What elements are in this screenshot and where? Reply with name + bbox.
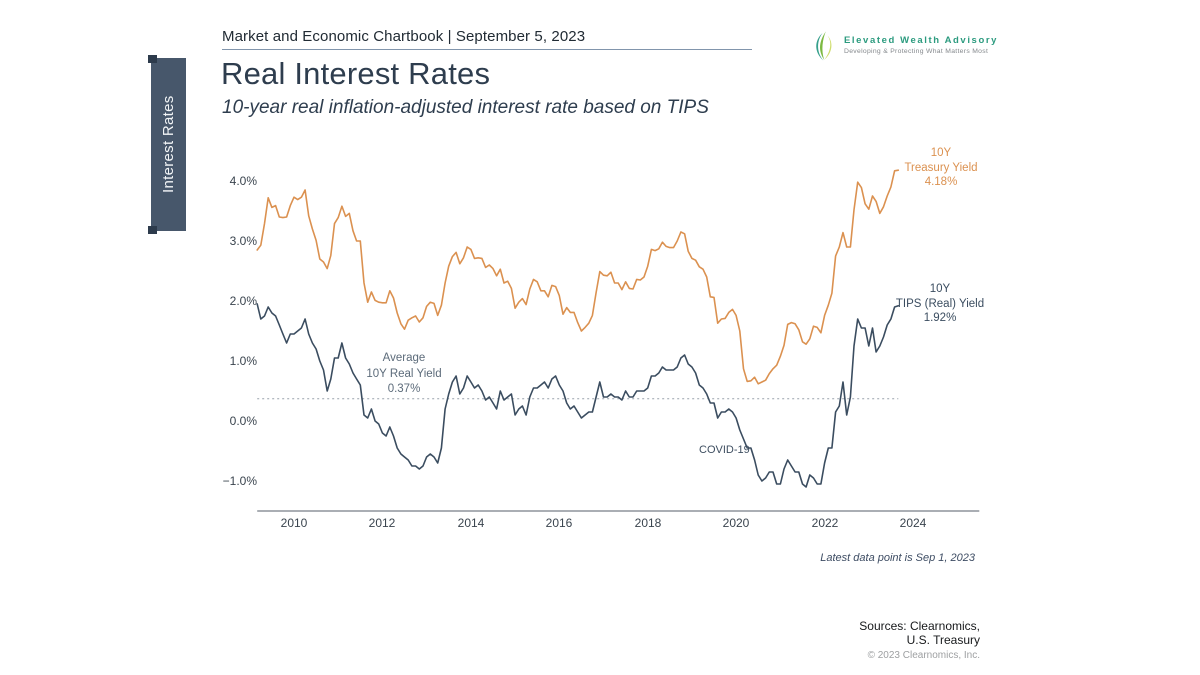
y-tick-label: −1.0% (222, 474, 257, 488)
x-tick-label: 2024 (899, 516, 927, 530)
x-tick-label: 2010 (280, 516, 308, 530)
tips-label-line1: 10Y (929, 283, 951, 295)
tab-notch-top (148, 55, 157, 63)
average-annotation-line1: Average (382, 352, 426, 364)
sources-line1: Sources: Clearnomics, (859, 619, 980, 633)
sidebar-tab-interest-rates[interactable]: Interest Rates (148, 55, 186, 234)
x-tick-label: 2018 (634, 516, 662, 530)
x-tick-label: 2012 (368, 516, 396, 530)
treasury-series-end-label: 10Y Treasury Yield 4.18% (901, 146, 981, 190)
page-title: Real Interest Rates (221, 56, 491, 91)
latest-data-footnote: Latest data point is Sep 1, 2023 (820, 552, 975, 564)
average-annotation-line2: 10Y Real Yield (366, 367, 442, 380)
average-annotation: Average 10Y Real Yield 0.37% (344, 351, 464, 398)
tab-notch-bottom (148, 226, 157, 234)
treasury-yield-line (256, 169, 900, 385)
y-tick-label: 2.0% (229, 294, 257, 308)
y-tick-label: 3.0% (229, 234, 257, 248)
tips-label-value: 1.92% (923, 312, 957, 324)
company-logo: Elevated Wealth Advisory Developing & Pr… (812, 29, 998, 63)
leaf-swoosh-icon (816, 31, 832, 61)
logo-tagline: Developing & Protecting What Matters Mos… (844, 48, 989, 55)
treasury-label-line2: Treasury Yield (904, 161, 978, 174)
y-tick-label: 0.0% (229, 414, 257, 428)
sources-block: Sources: Clearnomics, U.S. Treasury © 20… (700, 619, 980, 663)
average-annotation-value: 0.37% (387, 383, 421, 395)
tips-real-yield-line (256, 303, 900, 488)
page-subtitle: 10-year real inflation-adjusted interest… (222, 97, 709, 118)
sources-line2: U.S. Treasury (906, 633, 980, 647)
header-divider (222, 49, 752, 50)
tips-label-line2: TIPS (Real) Yield (895, 297, 985, 310)
x-tick-label: 2016 (545, 516, 573, 530)
x-tick-label: 2020 (722, 516, 750, 530)
breadcrumb: Market and Economic Chartbook | Septembe… (222, 28, 586, 45)
x-tick-label: 2014 (457, 516, 485, 530)
x-tick-label: 2022 (811, 516, 839, 530)
logo-company-name: Elevated Wealth Advisory (844, 35, 999, 46)
y-tick-label: 1.0% (229, 354, 257, 368)
treasury-label-value: 4.18% (924, 176, 958, 188)
covid-annotation: COVID-19 (699, 444, 750, 456)
copyright-text: © 2023 Clearnomics, Inc. (867, 650, 980, 661)
tips-series-end-label: 10Y TIPS (Real) Yield 1.92% (894, 282, 986, 326)
y-tick-label: 4.0% (229, 174, 257, 188)
treasury-label-line1: 10Y (930, 147, 952, 159)
